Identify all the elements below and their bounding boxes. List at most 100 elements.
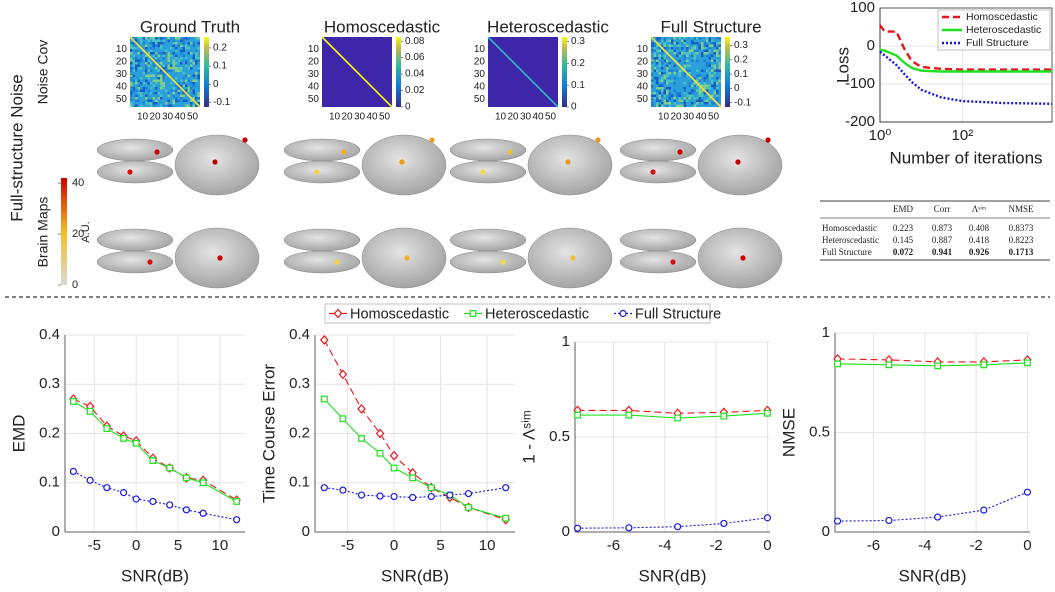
heatmap-cell (182, 54, 185, 57)
heatmap-cell (661, 62, 664, 65)
heatmap-cell (147, 89, 150, 92)
heatmap-cell (170, 54, 173, 57)
heatmap-cell (718, 62, 721, 65)
heatmap-cell (711, 102, 714, 105)
heatmap-cell (162, 74, 165, 77)
heatmap-cell (688, 69, 691, 72)
heatmap-cell (716, 37, 719, 40)
marker (446, 491, 454, 499)
y-axis-label: Loss (833, 47, 852, 83)
heatmap-cell (716, 89, 719, 92)
heatmap-cell (691, 92, 694, 95)
heatmap-cell (152, 102, 155, 105)
heatmap-tick-label: 30 (683, 112, 695, 123)
heatmap-cell (185, 74, 188, 77)
heatmap-cell (145, 79, 148, 82)
heatmap-cell (192, 74, 195, 77)
heatmap-cell (187, 47, 190, 50)
heatmap-cell (182, 42, 185, 45)
heatmap-cell (718, 42, 721, 45)
heatmap-cell (703, 79, 706, 82)
heatmap-cell (663, 77, 666, 80)
heatmap-cell (165, 52, 168, 55)
heatmap-cell (170, 69, 173, 72)
heatmap-cell (150, 47, 153, 50)
heatmap-cell (172, 52, 175, 55)
heatmap-cell (711, 69, 714, 72)
marker (86, 407, 94, 415)
legend-label: Heteroscedastic (485, 306, 589, 322)
heatmap-cell (706, 49, 709, 52)
heatmap-cell (185, 47, 188, 50)
heatmap-cell (696, 42, 699, 45)
heatmap-cell (718, 44, 721, 47)
heatmap-cell (182, 37, 185, 40)
table-cell: 0.1713 (1009, 247, 1034, 257)
heatmap-cell (152, 84, 155, 87)
heatmap-cell (683, 74, 686, 77)
heatmap-cell (172, 87, 175, 90)
heatmap-cell (197, 67, 200, 70)
marker (120, 489, 128, 497)
heatmap-cell (666, 89, 669, 92)
brain-top-view (619, 138, 697, 162)
heatmap-cell (691, 42, 694, 45)
y-tick-label: 0.5 (549, 428, 570, 445)
heatmap-cell (673, 52, 676, 55)
marker (502, 484, 510, 492)
marker (357, 491, 366, 499)
heatmap-cell (177, 69, 180, 72)
heatmap-cell (668, 97, 671, 100)
heatmap-cell (160, 84, 163, 87)
colorbar (725, 37, 730, 107)
heatmap-cell (666, 102, 669, 105)
panel-title: Full Structure (660, 17, 761, 36)
heatmap-cell (185, 37, 188, 40)
heatmap-cell (658, 99, 661, 102)
heatmap-cell (713, 44, 716, 47)
heatmap-cell (661, 52, 664, 55)
heatmap-cell (177, 67, 180, 70)
brain-top-view (96, 160, 174, 184)
y-tick-label: 0.1 (39, 474, 60, 491)
heatmap-cell (696, 69, 699, 72)
heatmap-cell (718, 37, 721, 40)
heatmap-cell (137, 37, 140, 40)
heatmap-cell (696, 74, 699, 77)
heatmap-cell (713, 72, 716, 75)
heatmap-cell (703, 59, 706, 62)
heatmap-cell (182, 39, 185, 42)
heatmap-cell (152, 104, 155, 107)
heatmap-tick-label: 50 (308, 94, 320, 105)
heatmap-cell (703, 82, 706, 85)
heatmap-cell (661, 72, 664, 75)
heatmap-cell (706, 44, 709, 47)
heatmap-cell (693, 89, 696, 92)
heatmap-cell (716, 87, 719, 90)
heatmap-cell (673, 72, 676, 75)
heatmap-cell (661, 89, 664, 92)
heatmap-cell (162, 52, 165, 55)
heatmap-cell (165, 64, 168, 67)
marker (320, 395, 328, 403)
heatmap-cell (167, 104, 170, 107)
heatmap-cell (182, 92, 185, 95)
heatmap-cell (160, 72, 163, 75)
heatmap-cell (716, 59, 719, 62)
heatmap-cell (716, 99, 719, 102)
heatmap-cell (653, 94, 656, 97)
heatmap-cell (180, 97, 183, 100)
heatmap-cell (708, 84, 711, 87)
marker (357, 403, 366, 414)
heatmap-cell (150, 82, 153, 85)
heatmap-cell (192, 54, 195, 57)
heatmap-cell (162, 42, 165, 45)
heatmap-cell (673, 77, 676, 80)
colorbar-tick-label: 0.3 (571, 36, 585, 47)
heatmap-cell (671, 39, 674, 42)
marker (149, 497, 157, 506)
heatmap-cell (666, 59, 669, 62)
heatmap-cell (170, 67, 173, 70)
heatmap-cell (693, 104, 696, 107)
heatmap-cell (706, 84, 709, 87)
